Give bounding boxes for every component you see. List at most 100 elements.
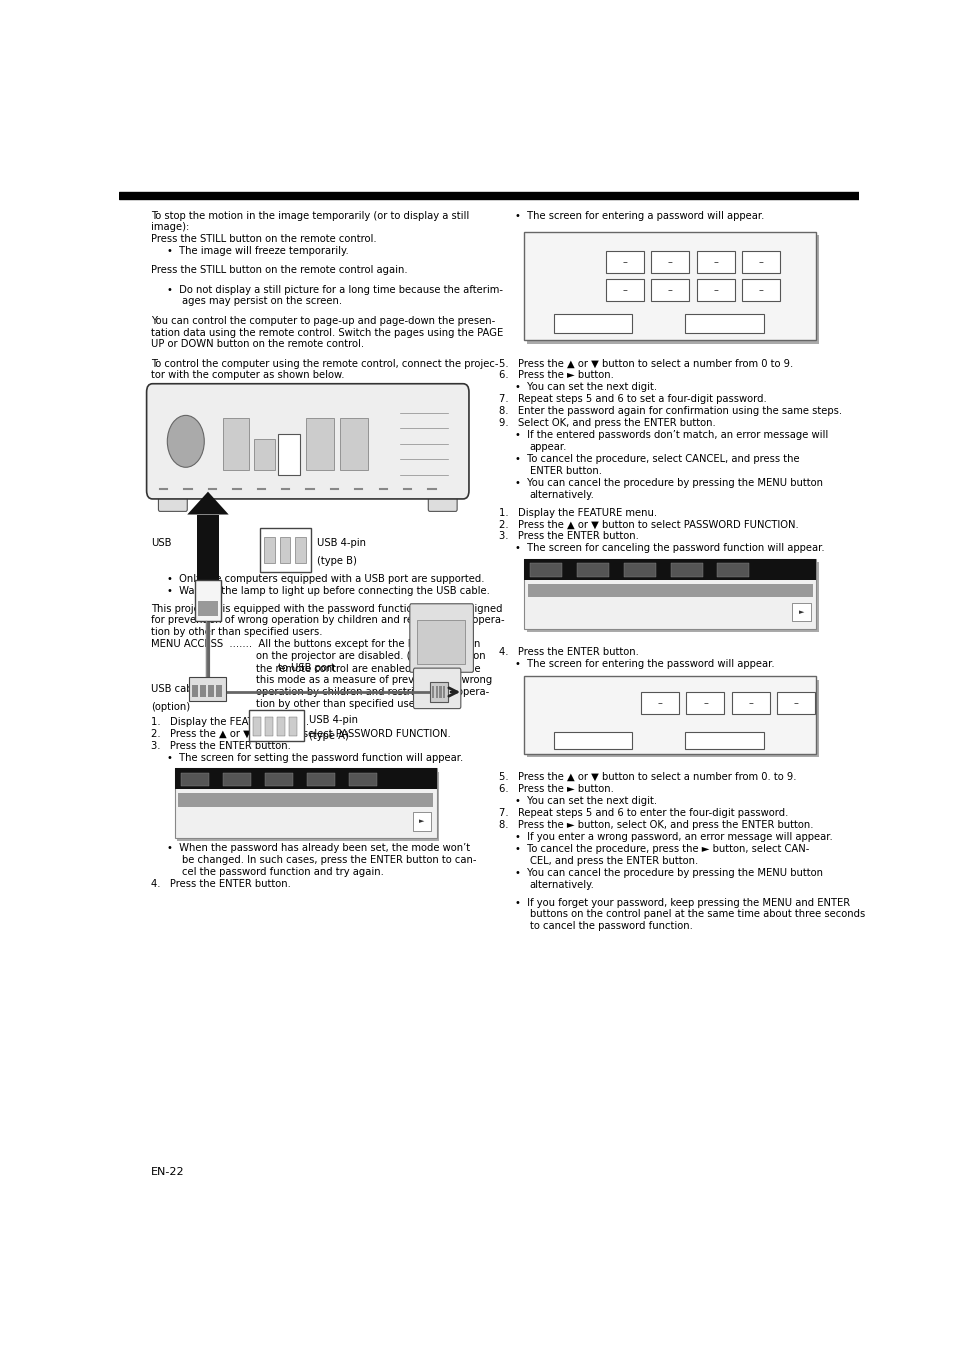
Text: •  The screen for entering the password will appear.: • The screen for entering the password w… bbox=[515, 659, 774, 669]
Bar bbox=[439, 686, 441, 698]
Text: 9.   Select OK, and press the ENTER button.: 9. Select OK, and press the ENTER button… bbox=[498, 418, 715, 429]
Bar bbox=[178, 793, 433, 806]
Bar bbox=[306, 772, 335, 786]
Text: 3.   Press the ENTER button.: 3. Press the ENTER button. bbox=[498, 531, 638, 542]
Text: –: – bbox=[758, 286, 762, 295]
FancyBboxPatch shape bbox=[158, 488, 187, 511]
Bar bbox=[528, 584, 812, 597]
Bar bbox=[791, 603, 810, 621]
Text: 1.   Display the FEATURE menu.: 1. Display the FEATURE menu. bbox=[151, 717, 309, 727]
Text: This projector is equipped with the password function that is designed: This projector is equipped with the pass… bbox=[151, 604, 502, 613]
Bar bbox=[651, 279, 689, 301]
Bar bbox=[222, 418, 249, 470]
Text: USB 4-pin: USB 4-pin bbox=[309, 714, 358, 725]
Bar bbox=[553, 732, 632, 749]
Text: (option): (option) bbox=[151, 702, 190, 712]
Bar bbox=[526, 679, 818, 758]
Text: To control the computer using the remote control, connect the projec-: To control the computer using the remote… bbox=[151, 359, 498, 368]
Bar bbox=[416, 620, 465, 665]
Text: alternatively.: alternatively. bbox=[529, 880, 594, 890]
Text: be changed. In such cases, press the ENTER button to can-: be changed. In such cases, press the ENT… bbox=[182, 855, 476, 865]
Bar bbox=[253, 717, 261, 736]
Text: Press the STILL button on the remote control again.: Press the STILL button on the remote con… bbox=[151, 266, 407, 275]
Bar bbox=[526, 562, 818, 632]
Text: •  You can cancel the procedure by pressing the MENU button: • You can cancel the procedure by pressi… bbox=[515, 477, 821, 488]
Bar bbox=[253, 438, 274, 470]
Bar bbox=[605, 251, 643, 272]
Text: ►: ► bbox=[419, 818, 424, 825]
FancyBboxPatch shape bbox=[413, 669, 460, 709]
FancyBboxPatch shape bbox=[410, 604, 473, 673]
Bar bbox=[339, 418, 367, 470]
Text: tation data using the remote control. Switch the pages using the PAGE: tation data using the remote control. Sw… bbox=[151, 328, 503, 337]
Text: alternatively.: alternatively. bbox=[529, 489, 594, 500]
Text: –: – bbox=[713, 286, 718, 295]
Text: ►: ► bbox=[798, 609, 803, 615]
Bar bbox=[553, 314, 632, 333]
Bar bbox=[670, 563, 702, 577]
Text: appear.: appear. bbox=[529, 442, 566, 452]
Text: •  Only the computers equipped with a USB port are supported.: • Only the computers equipped with a USB… bbox=[167, 574, 484, 584]
Text: USB: USB bbox=[151, 538, 172, 549]
Text: •  To cancel the procedure, select CANCEL, and press the: • To cancel the procedure, select CANCEL… bbox=[515, 454, 799, 464]
Bar bbox=[294, 538, 305, 563]
Text: UP or DOWN button on the remote control.: UP or DOWN button on the remote control. bbox=[151, 340, 364, 349]
Bar bbox=[196, 515, 219, 582]
Text: 8.   Press the ► button, select OK, and press the ENTER button.: 8. Press the ► button, select OK, and pr… bbox=[498, 820, 812, 830]
Text: –: – bbox=[622, 257, 627, 267]
Text: –: – bbox=[667, 257, 672, 267]
Bar bbox=[684, 732, 763, 749]
Text: •  You can set the next digit.: • You can set the next digit. bbox=[515, 797, 657, 806]
Text: •  Wait for the lamp to light up before connecting the USB cable.: • Wait for the lamp to light up before c… bbox=[167, 585, 490, 596]
Bar bbox=[305, 418, 334, 470]
Bar bbox=[741, 251, 780, 272]
Bar bbox=[605, 279, 643, 301]
Bar bbox=[684, 314, 763, 333]
Text: •  The screen for canceling the password function will appear.: • The screen for canceling the password … bbox=[515, 543, 823, 554]
Text: •  You can set the next digit.: • You can set the next digit. bbox=[515, 383, 657, 392]
Text: •  The screen for setting the password function will appear.: • The screen for setting the password fu… bbox=[167, 752, 463, 763]
Text: operation by children and restriction on opera-: operation by children and restriction on… bbox=[255, 687, 489, 697]
Circle shape bbox=[167, 415, 204, 468]
Text: 1.   Display the FEATURE menu.: 1. Display the FEATURE menu. bbox=[498, 508, 656, 518]
Text: You can control the computer to page-up and page-down the presen-: You can control the computer to page-up … bbox=[151, 315, 495, 326]
Text: buttons on the control panel at the same time about three seconds: buttons on the control panel at the same… bbox=[529, 910, 864, 919]
Text: EN-22: EN-22 bbox=[151, 1167, 185, 1177]
Bar bbox=[696, 251, 734, 272]
Text: ages may persist on the screen.: ages may persist on the screen. bbox=[182, 297, 342, 306]
Bar bbox=[176, 771, 439, 841]
Bar bbox=[413, 811, 431, 830]
Text: –: – bbox=[758, 257, 762, 267]
Text: tor with the computer as shown below.: tor with the computer as shown below. bbox=[151, 371, 344, 380]
Text: •  If you forget your password, keep pressing the MENU and ENTER: • If you forget your password, keep pres… bbox=[515, 898, 849, 907]
Bar bbox=[249, 709, 304, 741]
Bar bbox=[222, 772, 252, 786]
Text: –: – bbox=[657, 698, 662, 708]
Text: –: – bbox=[702, 698, 707, 708]
Bar bbox=[731, 692, 769, 714]
Text: USB 4-pin: USB 4-pin bbox=[316, 538, 365, 547]
Bar bbox=[429, 682, 448, 702]
Text: –: – bbox=[622, 286, 627, 295]
Text: Press the STILL button on the remote control.: Press the STILL button on the remote con… bbox=[151, 235, 376, 244]
Text: 4.   Press the ENTER button.: 4. Press the ENTER button. bbox=[498, 647, 638, 656]
Text: ENTER button.: ENTER button. bbox=[529, 466, 601, 476]
Text: MENU ACCESS  .......  All the buttons except for the POWER button: MENU ACCESS ....... All the buttons exce… bbox=[151, 639, 480, 650]
Bar bbox=[265, 717, 273, 736]
Text: 8.   Enter the password again for confirmation using the same steps.: 8. Enter the password again for confirma… bbox=[498, 406, 841, 417]
Text: (type B): (type B) bbox=[316, 557, 356, 566]
Text: 7.   Repeat steps 5 and 6 to enter the four-digit password.: 7. Repeat steps 5 and 6 to enter the fou… bbox=[498, 807, 787, 818]
Text: –: – bbox=[747, 698, 753, 708]
Text: image):: image): bbox=[151, 222, 189, 232]
Bar bbox=[432, 686, 434, 698]
Bar bbox=[686, 692, 723, 714]
Bar bbox=[197, 601, 218, 616]
Bar bbox=[192, 685, 197, 697]
Bar bbox=[524, 677, 816, 755]
Text: tion by other than specified users.: tion by other than specified users. bbox=[151, 627, 322, 638]
Text: tion by other than specified users.: tion by other than specified users. bbox=[255, 700, 427, 709]
Text: To stop the motion in the image temporarily (or to display a still: To stop the motion in the image temporar… bbox=[151, 210, 469, 221]
Bar bbox=[264, 772, 294, 786]
Bar bbox=[623, 563, 656, 577]
Text: 7.   Repeat steps 5 and 6 to set a four-digit password.: 7. Repeat steps 5 and 6 to set a four-di… bbox=[498, 394, 765, 404]
